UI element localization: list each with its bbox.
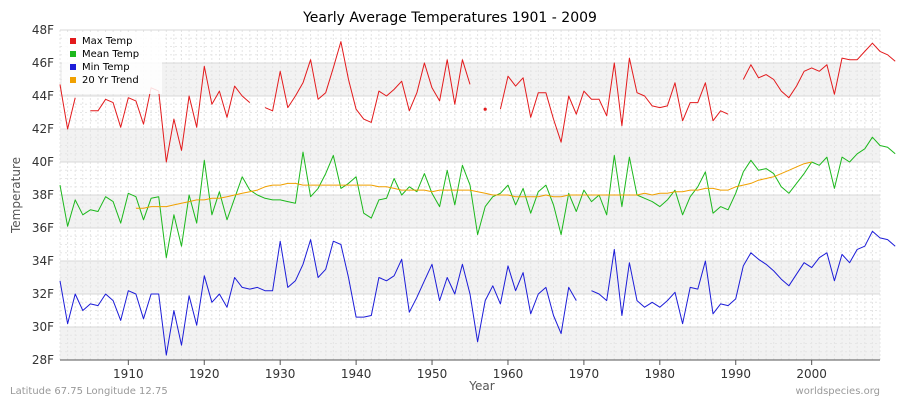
x-tick-label: 1960: [493, 367, 524, 381]
y-tick-label: 36F: [32, 221, 54, 235]
legend-swatch: [70, 38, 76, 44]
y-tick-label: 30F: [32, 320, 54, 334]
footer-site: worldspecies.org: [796, 386, 880, 397]
series-line: [59, 84, 76, 130]
series-line: [499, 57, 729, 143]
x-tick-label: 1940: [341, 367, 372, 381]
y-axis-label: Temperature: [9, 157, 23, 234]
legend-swatch: [70, 51, 76, 57]
y-tick-label: 32F: [32, 287, 54, 301]
legend-swatch: [70, 77, 76, 83]
y-axis-ticks: 28F 30F 32F 34F 36F 38F 40F 42F 44F 46F 48F: [32, 23, 54, 367]
series-lines: [59, 41, 896, 356]
series-mean-temp: [59, 136, 896, 259]
series-line: [264, 41, 471, 123]
x-tick-label: 1920: [189, 367, 220, 381]
y-tick-label: 44F: [32, 89, 54, 103]
x-tick-label: 1970: [569, 367, 600, 381]
x-tick-label: 1930: [265, 367, 296, 381]
series-line: [742, 42, 896, 99]
y-tick-label: 42F: [32, 122, 54, 136]
y-tick-label: 28F: [32, 353, 54, 367]
legend-label: 20 Yr Trend: [82, 75, 139, 86]
legend-label: Max Temp: [82, 36, 133, 47]
series-point: [483, 107, 487, 111]
series-min-temp: [59, 230, 896, 356]
y-tick-label: 34F: [32, 254, 54, 268]
chart-title: Yearly Average Temperatures 1901 - 2009: [302, 10, 597, 26]
series-line: [90, 65, 251, 163]
legend-label: Mean Temp: [82, 49, 139, 60]
legend: Max Temp Mean Temp Min Temp 20 Yr Trend: [62, 32, 162, 94]
legend-box: [62, 32, 162, 94]
x-tick-label: 1950: [417, 367, 448, 381]
series-20-yr-trend: [135, 161, 812, 209]
y-tick-label: 40F: [32, 155, 54, 169]
y-tick-label: 48F: [32, 23, 54, 37]
legend-swatch: [70, 64, 76, 70]
x-axis-ticks: 1910 1920 1930 1940 1950 1960 1970 1980 1990 2000: [60, 359, 880, 381]
x-tick-label: 1910: [113, 367, 144, 381]
series-line: [135, 161, 812, 209]
series-line: [59, 136, 896, 259]
y-tick-label: 38F: [32, 188, 54, 202]
footer-coordinates: Latitude 67.75 Longitude 12.75: [10, 386, 168, 397]
x-tick-label: 1980: [645, 367, 676, 381]
series-max-temp: [59, 41, 896, 163]
series-line: [59, 239, 577, 356]
x-tick-label: 2000: [796, 367, 827, 381]
y-tick-label: 46F: [32, 56, 54, 70]
legend-label: Min Temp: [82, 62, 130, 73]
series-line: [591, 230, 896, 325]
x-axis-label: Year: [468, 379, 494, 393]
x-tick-label: 1990: [720, 367, 751, 381]
